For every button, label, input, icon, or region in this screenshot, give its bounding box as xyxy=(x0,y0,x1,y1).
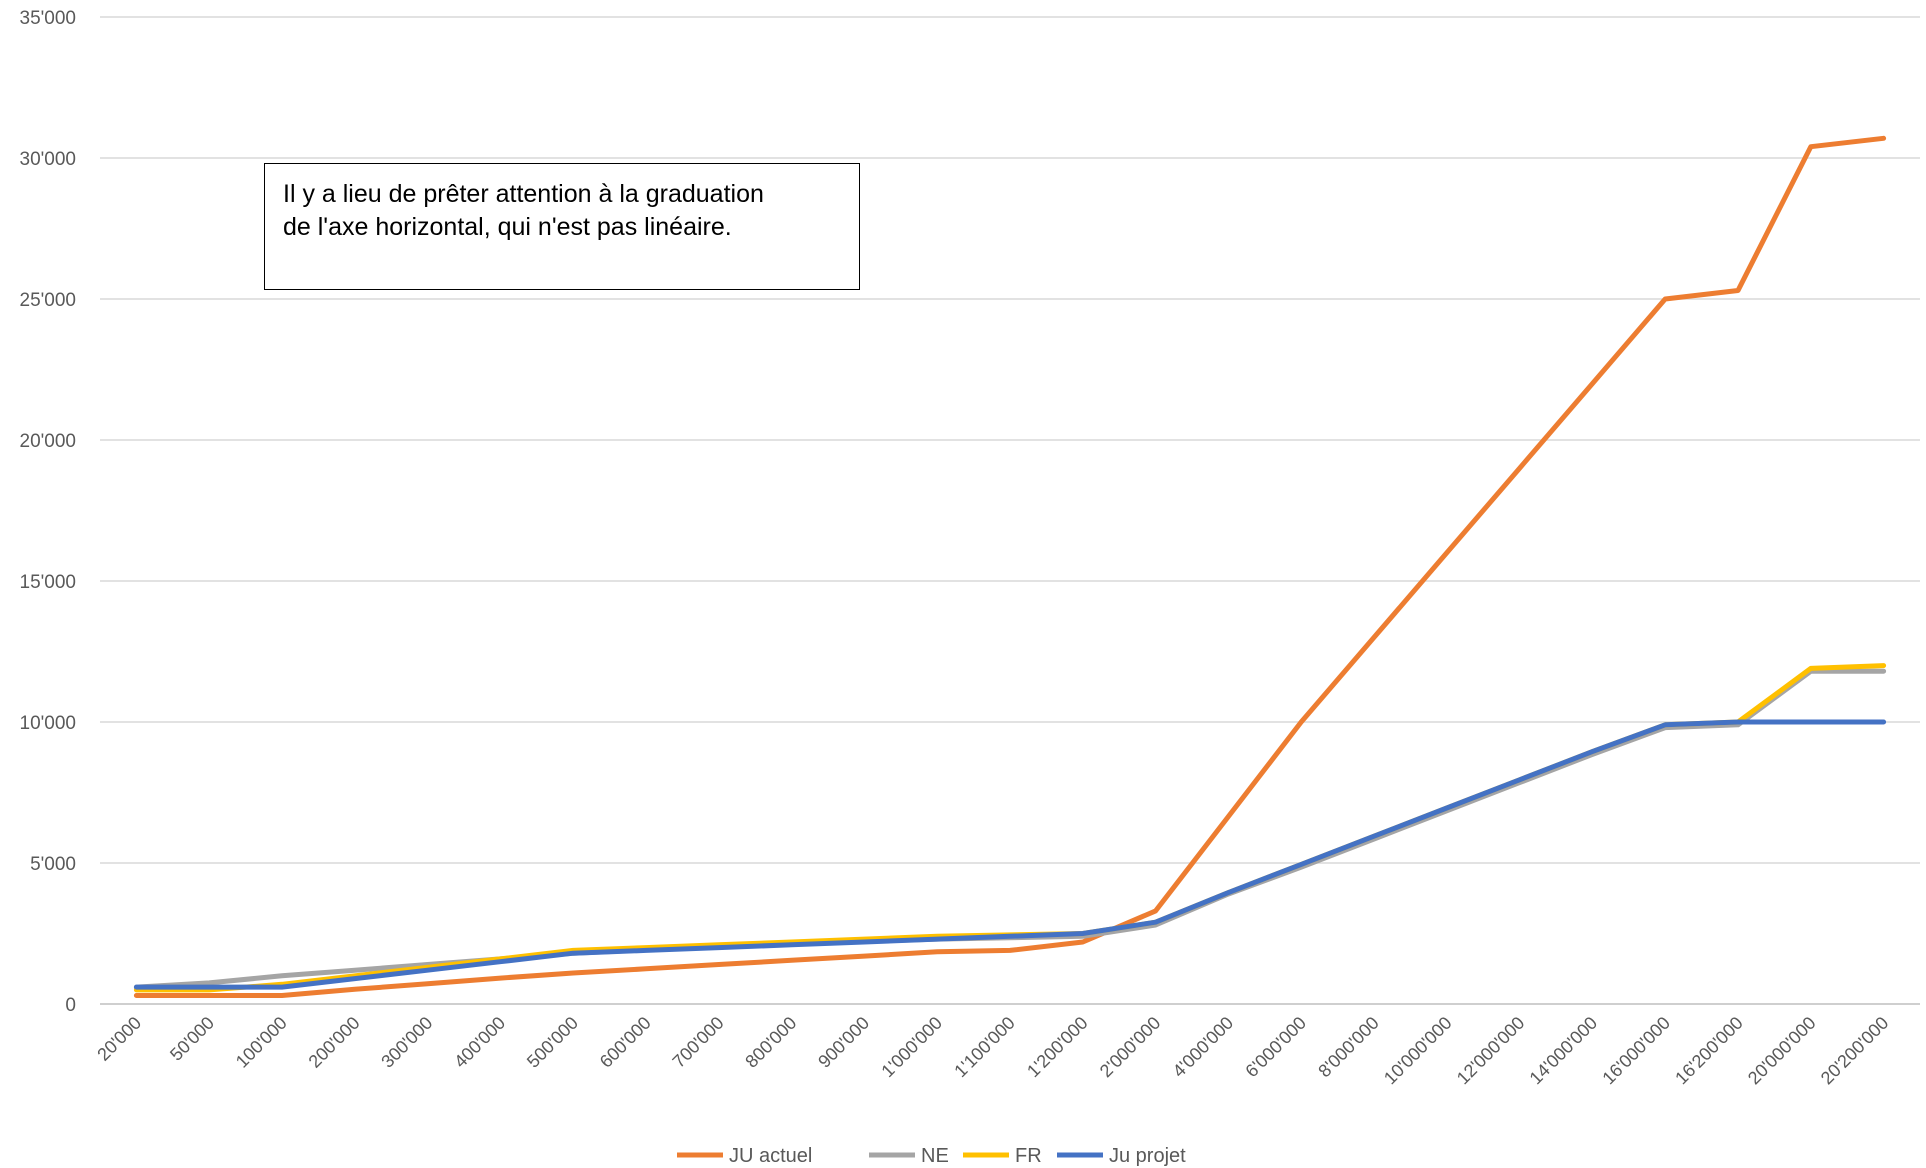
x-axis-tick-labels: 20'000 50'000 100'000 200'000 300'000 400'000… xyxy=(93,1013,1892,1089)
x-tick-label: 6'000'000 xyxy=(1241,1013,1310,1082)
x-tick-label: 10'000'000 xyxy=(1380,1013,1456,1089)
y-tick-label: 25'000 xyxy=(20,290,76,311)
x-tick-label: 16'200'000 xyxy=(1671,1013,1747,1089)
x-tick-label: 1'000'000 xyxy=(877,1013,946,1082)
x-tick-label: 14'000'000 xyxy=(1526,1013,1602,1089)
x-tick-label: 200'000 xyxy=(305,1013,364,1072)
x-tick-label: 8'000'000 xyxy=(1314,1013,1383,1082)
x-tick-label: 2'000'000 xyxy=(1096,1013,1165,1082)
annotation-line-2: de l'axe horizontal, qui n'est pas linéa… xyxy=(283,213,732,241)
legend-label: FR xyxy=(1015,1145,1042,1167)
series-line-ne xyxy=(133,668,1887,990)
x-tick-label: 20'000 xyxy=(93,1013,145,1065)
y-tick-label: 10'000 xyxy=(20,713,76,734)
y-tick-label: 15'000 xyxy=(20,572,76,593)
x-tick-label: 20'000'000 xyxy=(1744,1013,1820,1089)
x-tick-label: 20'200'000 xyxy=(1817,1013,1893,1089)
y-axis-tick-labels: 0 5'000 10'000 15'000 20'000 25'000 30'000 35'0… xyxy=(20,8,76,1016)
x-tick-label: 12'000'000 xyxy=(1453,1013,1529,1089)
x-tick-label: 500'000 xyxy=(523,1013,582,1072)
x-tick-label: 400'000 xyxy=(450,1013,509,1072)
x-tick-label: 1'200'000 xyxy=(1023,1013,1092,1082)
x-tick-label: 600'000 xyxy=(596,1013,655,1072)
legend-label: Ju projet xyxy=(1109,1145,1186,1167)
x-tick-label: 4'000'000 xyxy=(1169,1013,1238,1082)
y-tick-label: 30'000 xyxy=(20,149,76,170)
legend-label: JU actuel xyxy=(729,1145,812,1167)
y-tick-label: 0 xyxy=(65,995,76,1016)
annotation-box: Il y a lieu de prêter attention à la gra… xyxy=(264,163,860,290)
series-line-fr xyxy=(133,663,1887,993)
x-tick-label: 700'000 xyxy=(669,1013,728,1072)
x-tick-label: 16'000'000 xyxy=(1598,1013,1674,1089)
x-tick-label: 1'100'000 xyxy=(950,1013,1019,1082)
series-line-ju-actuel xyxy=(133,135,1887,998)
legend-label: NE xyxy=(921,1145,949,1167)
x-tick-label: 50'000 xyxy=(166,1013,218,1065)
series-lines xyxy=(133,135,1887,998)
annotation-line-1: Il y a lieu de prêter attention à la gra… xyxy=(283,180,764,208)
x-tick-label: 800'000 xyxy=(741,1013,800,1072)
y-tick-label: 20'000 xyxy=(20,431,76,452)
legend: JU actuel NE FR Ju projet xyxy=(677,1145,1186,1167)
series-line-ju-projet xyxy=(133,719,1887,990)
x-tick-label: 300'000 xyxy=(377,1013,436,1072)
y-tick-label: 35'000 xyxy=(20,8,76,29)
x-tick-label: 100'000 xyxy=(232,1013,291,1072)
y-tick-label: 5'000 xyxy=(30,854,76,875)
x-tick-label: 900'000 xyxy=(814,1013,873,1072)
gridlines xyxy=(100,16,1920,1005)
